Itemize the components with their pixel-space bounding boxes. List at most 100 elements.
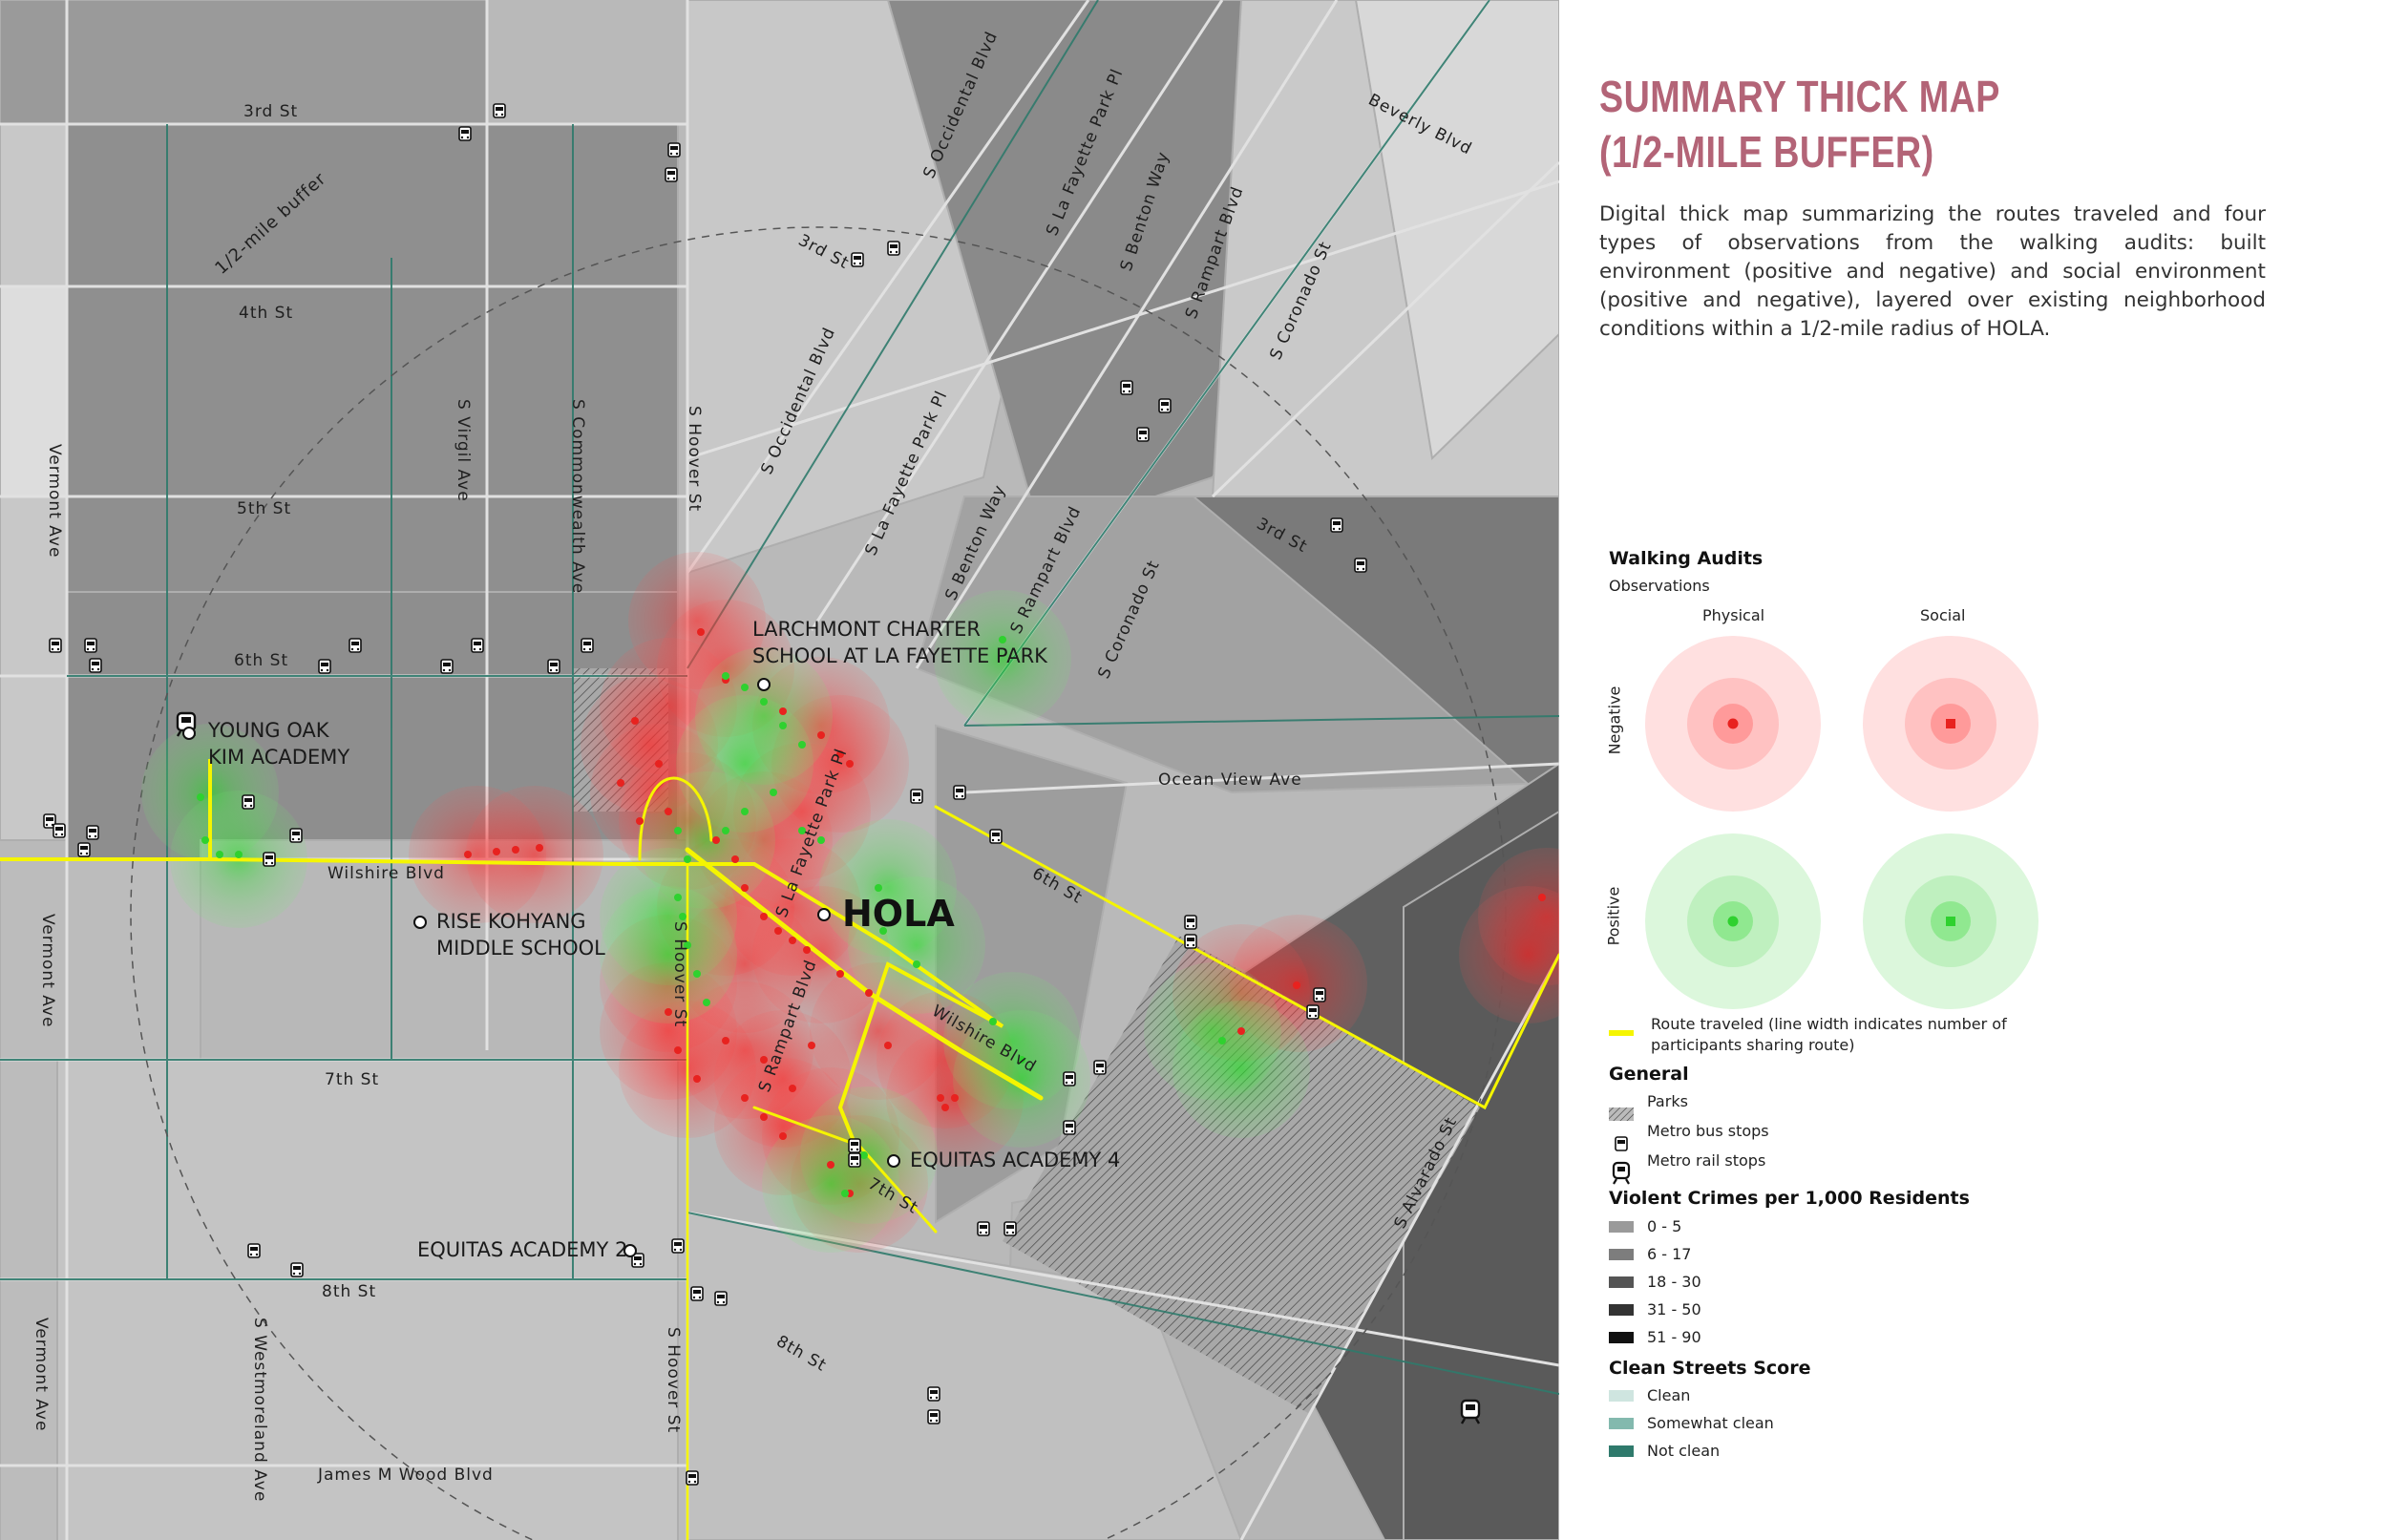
bus-icon	[1120, 380, 1133, 395]
street-label: 8th St	[322, 1282, 376, 1301]
page-title: SUMMARY THICK MAP (1/2-MILE BUFFER)	[1599, 69, 2210, 179]
clean-title: Clean Streets Score	[1609, 1358, 1811, 1379]
positive-observation-halo	[600, 886, 737, 1023]
description: Digital thick map summarizing the routes…	[1599, 202, 2266, 341]
negative-observation-dot	[512, 846, 519, 854]
bus-icon	[263, 852, 276, 867]
crime-class-label: 0 - 5	[1647, 1217, 1682, 1235]
bus-icon	[1184, 915, 1197, 930]
positive-observation-dot	[860, 1151, 868, 1159]
negative-observation-dot	[693, 1075, 701, 1083]
positive-observation-dot	[235, 851, 243, 858]
street-label: Vermont Ave	[32, 1318, 51, 1431]
bus-icon	[49, 638, 62, 653]
negative-observation-dot	[941, 1104, 949, 1111]
positive-observation-dot	[760, 698, 768, 706]
bus-icon	[851, 252, 864, 267]
bus-icon	[714, 1291, 728, 1306]
legend-panel: SUMMARY THICK MAP (1/2-MILE BUFFER) Digi…	[1559, 0, 2387, 1540]
route-legend-text: Route traveled (line width indicates num…	[1651, 1015, 2007, 1054]
street-label: Wilshire Blvd	[327, 864, 445, 883]
negative-observation-dot	[760, 1113, 768, 1121]
bus-icon	[1136, 427, 1150, 442]
positive-observation-dot	[684, 941, 691, 949]
clean-class-swatch	[1609, 1445, 1634, 1457]
negative-observation-dot	[789, 1085, 796, 1092]
bus-icon	[1184, 934, 1197, 949]
negative-observation-dot	[697, 628, 705, 636]
bus-icon	[242, 794, 255, 810]
bus-icon	[927, 1409, 940, 1424]
negative-observation-dot	[884, 1042, 892, 1049]
crime-class-swatch	[1609, 1221, 1634, 1233]
clean-class-swatch	[1609, 1418, 1634, 1429]
bus-icon	[84, 638, 97, 653]
negative-observation-dot	[464, 851, 472, 858]
negative-physical-symbol	[1645, 636, 1821, 812]
clean-class-label: Clean	[1647, 1386, 1691, 1404]
negative-observation-dot	[1293, 981, 1300, 989]
negative-observation-dot	[836, 970, 844, 978]
general-item-rail: Metro rail stops	[1647, 1151, 1766, 1170]
bus-icon	[667, 142, 681, 158]
hatch-icon	[1609, 1108, 1634, 1121]
positive-observation-dot	[875, 884, 882, 892]
positive-observation-dot	[817, 836, 825, 844]
bus-icon	[86, 825, 99, 840]
bus-icon	[848, 1138, 861, 1153]
positive-observation-dot	[693, 970, 701, 978]
street-label: S Hoover St	[685, 406, 704, 512]
negative-observation-dot	[536, 844, 543, 852]
positive-observation-halo	[762, 1115, 899, 1253]
positive-social-symbol	[1863, 833, 2038, 1009]
bus-icon	[1330, 517, 1343, 533]
negative-observation-dot	[827, 1161, 834, 1169]
map-canvas: 3rd St 4th St 5th St 6th St Wilshire Blv…	[0, 0, 1559, 1540]
walking-audits-title: Walking Audits	[1609, 548, 1764, 569]
negative-observation-dot	[846, 760, 854, 768]
positive-observation-dot	[684, 855, 691, 863]
crime-class-swatch	[1609, 1249, 1634, 1260]
positive-observation-dot	[879, 927, 887, 935]
positive-observation-dot	[1218, 1037, 1226, 1044]
street-label: Vermont Ave	[38, 914, 57, 1027]
walking-audits-subtitle: Observations	[1609, 577, 1710, 595]
bus-icon	[665, 167, 678, 182]
bus-icon	[440, 659, 454, 674]
bus-icon	[289, 828, 303, 843]
map: 3rd St 4th St 5th St 6th St Wilshire Blv…	[0, 0, 1559, 1540]
negative-observation-dot	[779, 1132, 787, 1140]
negative-observation-dot	[774, 927, 782, 935]
school-labels: LARCHMONT CHARTER SCHOOL AT LA FAYETTE P…	[207, 618, 1120, 1261]
bus-icon	[77, 842, 91, 857]
positive-observation-dot	[674, 894, 682, 901]
street-label: Vermont Ave	[45, 444, 64, 558]
bus-icon	[1158, 398, 1172, 413]
bus-icon	[1615, 1136, 1628, 1151]
bus-icon	[686, 1470, 699, 1486]
general-item-parks: Parks	[1647, 1092, 1688, 1110]
street-label: Ocean View Ave	[1158, 770, 1302, 790]
col-social-label: Social	[1920, 606, 1966, 624]
route-swatch	[1609, 1030, 1634, 1036]
negative-observation-dot	[789, 937, 796, 944]
clean-class-swatch	[1609, 1390, 1634, 1402]
bus-icon	[547, 659, 560, 674]
positive-observation-dot	[679, 913, 687, 920]
train-icon	[1612, 1161, 1631, 1185]
walking-audits-symbols	[1609, 636, 2038, 1185]
school-label: YOUNG OAK	[207, 719, 330, 742]
negative-observation-dot	[674, 1046, 682, 1054]
negative-observation-dot	[731, 855, 739, 863]
bus-icon	[848, 1152, 861, 1168]
bus-icon	[1063, 1120, 1076, 1135]
negative-observation-dot	[665, 808, 672, 815]
school-label: KIM ACADEMY	[208, 746, 349, 769]
negative-observation-dot	[493, 848, 500, 855]
bus-icon	[977, 1221, 990, 1236]
bus-icon	[1306, 1004, 1320, 1020]
route-traveled	[0, 759, 1559, 1540]
negative-observation-dot	[712, 836, 720, 844]
positive-observation-dot	[703, 999, 710, 1006]
school-label: MIDDLE SCHOOL	[436, 937, 605, 960]
